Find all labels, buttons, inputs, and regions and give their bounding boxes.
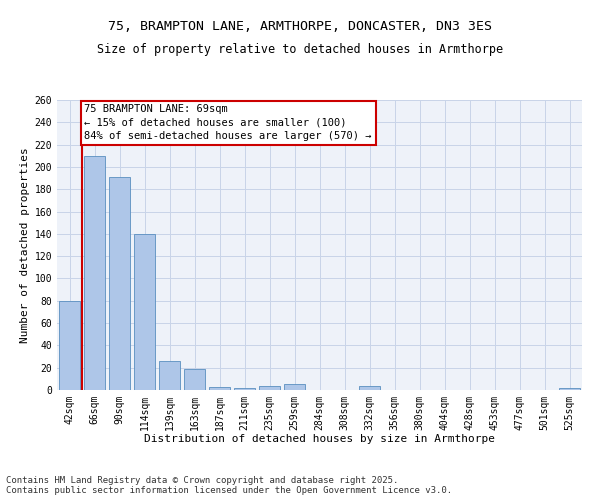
Bar — [284, 384, 305, 390]
Y-axis label: Number of detached properties: Number of detached properties — [20, 147, 31, 343]
Bar — [259, 386, 280, 390]
Bar — [359, 386, 380, 390]
Bar — [234, 388, 255, 390]
Bar — [109, 177, 130, 390]
Text: 75, BRAMPTON LANE, ARMTHORPE, DONCASTER, DN3 3ES: 75, BRAMPTON LANE, ARMTHORPE, DONCASTER,… — [108, 20, 492, 33]
Text: Size of property relative to detached houses in Armthorpe: Size of property relative to detached ho… — [97, 42, 503, 56]
Bar — [159, 361, 180, 390]
Text: 75 BRAMPTON LANE: 69sqm
← 15% of detached houses are smaller (100)
84% of semi-d: 75 BRAMPTON LANE: 69sqm ← 15% of detache… — [85, 104, 372, 141]
Bar — [209, 386, 230, 390]
Bar — [84, 156, 105, 390]
Bar — [59, 301, 80, 390]
Bar — [134, 234, 155, 390]
X-axis label: Distribution of detached houses by size in Armthorpe: Distribution of detached houses by size … — [144, 434, 495, 444]
Bar — [559, 388, 580, 390]
Text: Contains HM Land Registry data © Crown copyright and database right 2025.
Contai: Contains HM Land Registry data © Crown c… — [6, 476, 452, 495]
Bar — [184, 369, 205, 390]
